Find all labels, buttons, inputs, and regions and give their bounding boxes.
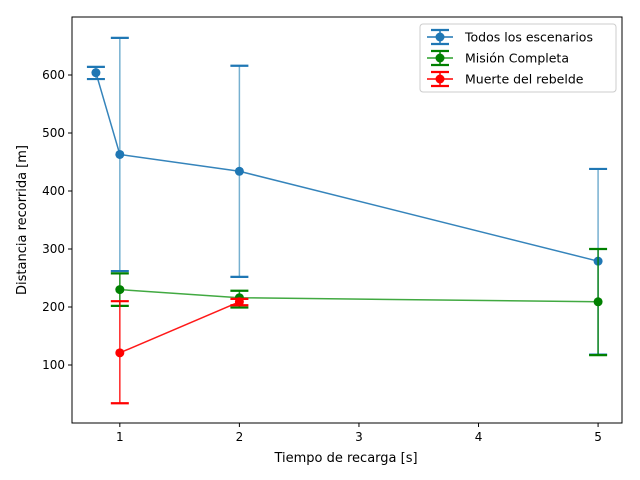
legend-item-2: Misión Completa — [427, 49, 569, 67]
data-point — [115, 285, 125, 295]
plot-area — [86, 36, 608, 405]
axes-frame — [71, 16, 623, 424]
y-tick-label: 100 — [42, 358, 65, 372]
series-2 — [110, 247, 608, 357]
legend-items: Todos los escenarios Misión Completa Muert… — [427, 28, 593, 88]
legend-marker — [435, 53, 445, 63]
y-axis-label: Distancia recorrida [m] — [15, 145, 30, 295]
y-tick-label: 600 — [42, 68, 65, 82]
data-point — [115, 149, 125, 159]
series-3 — [110, 297, 249, 405]
x-axis-label: Tiempo de recarga [s] — [273, 451, 417, 466]
legend-label: Misión Completa — [465, 51, 569, 66]
series-line — [119, 288, 599, 303]
y-tick-label: 400 — [42, 184, 65, 198]
legend-item-1: Todos los escenarios — [427, 28, 593, 46]
series-line — [95, 72, 599, 262]
legend-box — [419, 23, 617, 93]
legend-marker — [435, 74, 445, 84]
x-tick-label: 5 — [594, 430, 602, 444]
y-tick-label: 300 — [42, 242, 65, 256]
data-point — [234, 297, 244, 307]
data-point — [91, 68, 101, 78]
y-tick-label: 500 — [42, 126, 65, 140]
data-point — [593, 297, 603, 307]
axis-ticks: 1 2 3 4 5 100 200 300 400 500 600 — [42, 68, 602, 444]
x-tick-label: 2 — [236, 430, 244, 444]
data-point — [115, 348, 125, 358]
x-tick-label: 4 — [475, 430, 483, 444]
legend-marker — [435, 32, 445, 42]
x-tick-label: 1 — [116, 430, 124, 444]
series-line — [119, 301, 240, 354]
legend: Todos los escenarios Misión Completa Muert… — [419, 23, 617, 93]
y-tick-label: 200 — [42, 300, 65, 314]
legend-item-3: Muerte del rebelde — [427, 70, 584, 88]
legend-label: Muerte del rebelde — [465, 72, 584, 87]
data-point — [234, 166, 244, 176]
x-tick-label: 3 — [355, 430, 363, 444]
legend-label: Todos los escenarios — [464, 30, 593, 45]
